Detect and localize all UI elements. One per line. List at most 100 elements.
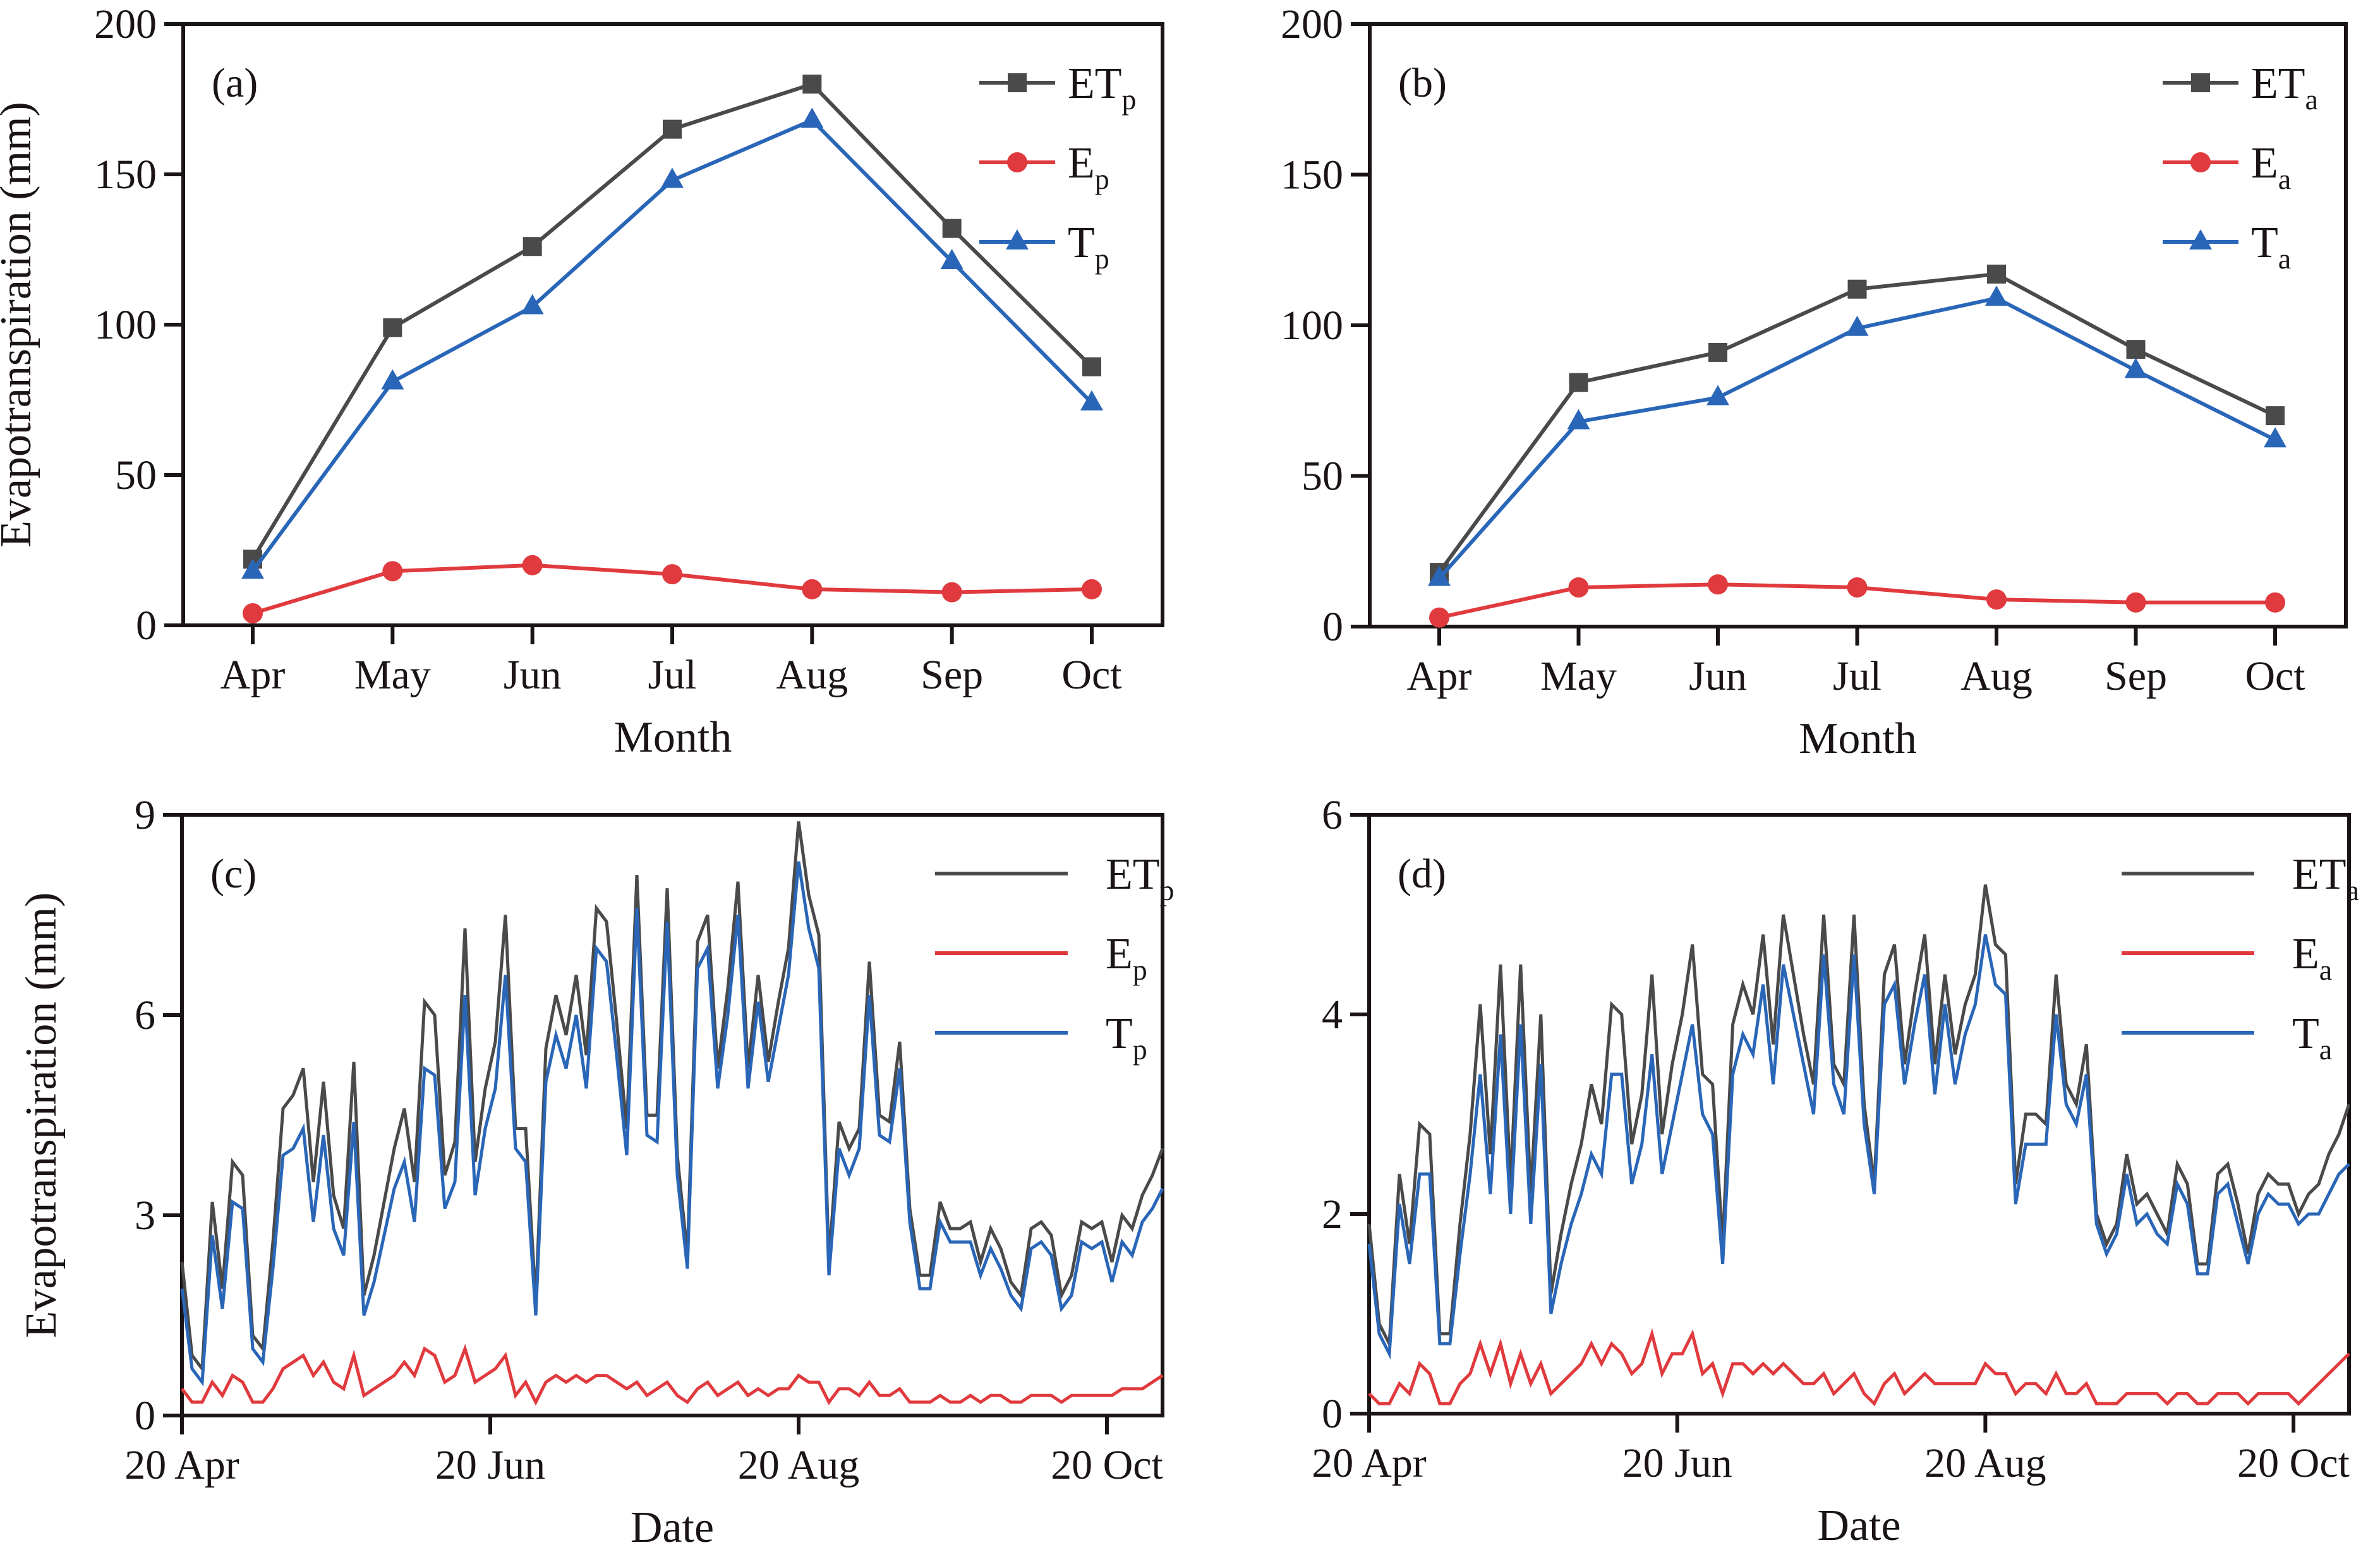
legend-label-main: E — [1068, 139, 1095, 188]
y-tick-label: 50 — [115, 452, 157, 498]
x-tick-label: May — [1540, 653, 1617, 699]
legend-item-et: ETp — [979, 59, 1137, 116]
y-tick-label: 0 — [1322, 1391, 1343, 1437]
x-tick-label: 20 Apr — [124, 1442, 239, 1488]
y-axis-title: Evapotranspiration (mm) — [0, 102, 40, 548]
series-et — [1430, 264, 2285, 582]
legend-label-main: T — [2292, 1009, 2319, 1058]
x-axis-title: Month — [614, 713, 732, 762]
y-tick-label: 4 — [1322, 992, 1343, 1038]
data-point-square — [802, 75, 822, 94]
data-point-square — [1847, 279, 1867, 299]
data-point-circle — [243, 603, 263, 623]
x-tick-label: Jun — [1689, 653, 1747, 699]
data-point-square — [2126, 340, 2146, 359]
y-tick-label: 6 — [1322, 792, 1343, 838]
legend-item-t: Ta — [2122, 1009, 2332, 1066]
data-point-triangle — [521, 294, 544, 315]
panel-label: (b) — [1398, 60, 1447, 106]
data-point-circle — [2125, 592, 2146, 613]
data-point-triangle — [940, 249, 963, 270]
x-tick-label: 20 Aug — [738, 1442, 860, 1488]
legend-label-subscript: p — [1133, 1033, 1147, 1066]
legend-label-subscript: a — [2319, 954, 2332, 986]
series-t — [180, 861, 1164, 1387]
x-tick-label: 20 Oct — [1051, 1442, 1163, 1488]
y-tick-label: 150 — [1281, 152, 1343, 198]
data-point-triangle — [1567, 409, 1590, 430]
series-line-e — [1368, 1328, 2350, 1407]
y-tick-label: 0 — [136, 603, 157, 649]
legend-label: ETa — [2292, 850, 2359, 906]
y-tick-label: 0 — [135, 1393, 155, 1439]
x-tick-label: Oct — [1061, 652, 1121, 698]
x-tick-label: Sep — [2105, 653, 2167, 699]
legend-label-main: E — [2292, 930, 2319, 978]
x-tick-label: 20 Apr — [1312, 1440, 1427, 1486]
data-point-circle — [1082, 579, 1102, 599]
legend-item-t: Tp — [935, 1009, 1147, 1066]
legend-label-main: ET — [1106, 850, 1160, 899]
legend-label-subscript: p — [1095, 243, 1109, 275]
data-point-square — [1569, 373, 1588, 392]
data-point-circle — [522, 555, 543, 575]
data-point-triangle — [661, 167, 684, 188]
x-tick-label: May — [354, 652, 431, 698]
series-line-et — [180, 821, 1164, 1373]
series-t — [1428, 286, 2286, 586]
data-point-square — [383, 318, 402, 337]
legend-item-et: ETp — [935, 850, 1175, 906]
legend-label: Tp — [1068, 219, 1109, 275]
data-point-square — [1987, 264, 2006, 284]
x-axis-title: Date — [1817, 1501, 1900, 1545]
plot-frame — [1367, 813, 2351, 1416]
panel-label: (d) — [1398, 851, 1446, 897]
data-point-square — [1082, 357, 1101, 376]
x-tick-label: 20 Jun — [435, 1442, 545, 1488]
panel-label: (c) — [210, 851, 257, 897]
legend-label: Ea — [2292, 930, 2332, 986]
data-point-triangle — [800, 107, 824, 128]
data-point-triangle — [1985, 286, 2008, 306]
series-et — [180, 821, 1164, 1373]
data-point-triangle — [1845, 315, 1869, 336]
series-line-t — [1437, 296, 2276, 580]
data-point-triangle — [2264, 427, 2286, 448]
series-et — [243, 75, 1101, 569]
legend-label: Ta — [2292, 1009, 2332, 1066]
legend-item-e: Ea — [2122, 930, 2332, 986]
legend-marker-triangle — [2189, 229, 2212, 249]
x-tick-label: Jul — [648, 652, 696, 698]
data-point-circle — [1568, 577, 1589, 598]
legend-label-main: T — [1068, 219, 1095, 267]
series-et — [1367, 884, 2351, 1350]
data-point-square — [2266, 406, 2285, 426]
x-tick-label: Aug — [1960, 653, 2033, 699]
y-tick-label: 150 — [94, 152, 157, 198]
legend-label: ETa — [2251, 59, 2318, 116]
y-tick-label: 100 — [94, 302, 157, 348]
data-point-triangle — [381, 369, 404, 390]
legend-marker-square — [1008, 73, 1027, 92]
series-e — [1429, 574, 2285, 628]
y-tick-label: 9 — [135, 792, 155, 838]
legend-label-main: ET — [2292, 850, 2347, 899]
x-tick-label: Apr — [1407, 653, 1472, 699]
legend-item-t: Ta — [2163, 219, 2291, 275]
legend-label: Ep — [1106, 930, 1147, 986]
series-line-et — [251, 81, 1094, 560]
y-tick-label: 3 — [135, 1193, 155, 1239]
data-point-circle — [382, 561, 403, 582]
plot-frame — [180, 813, 1164, 1417]
data-point-triangle — [1706, 385, 1729, 406]
data-point-triangle — [1428, 565, 1451, 586]
legend-item-e: Ep — [979, 139, 1109, 195]
series-line-e — [181, 1344, 1164, 1406]
legend-label-subscript: a — [2278, 163, 2291, 195]
y-axis-title: Evapotranspiration (mm) — [17, 893, 66, 1338]
legend-label-subscript: a — [2305, 83, 2318, 116]
y-tick-label: 100 — [1281, 303, 1343, 349]
legend-marker-circle — [2190, 152, 2211, 172]
legend-label-main: E — [1106, 930, 1133, 978]
x-tick-label: Apr — [220, 652, 286, 698]
